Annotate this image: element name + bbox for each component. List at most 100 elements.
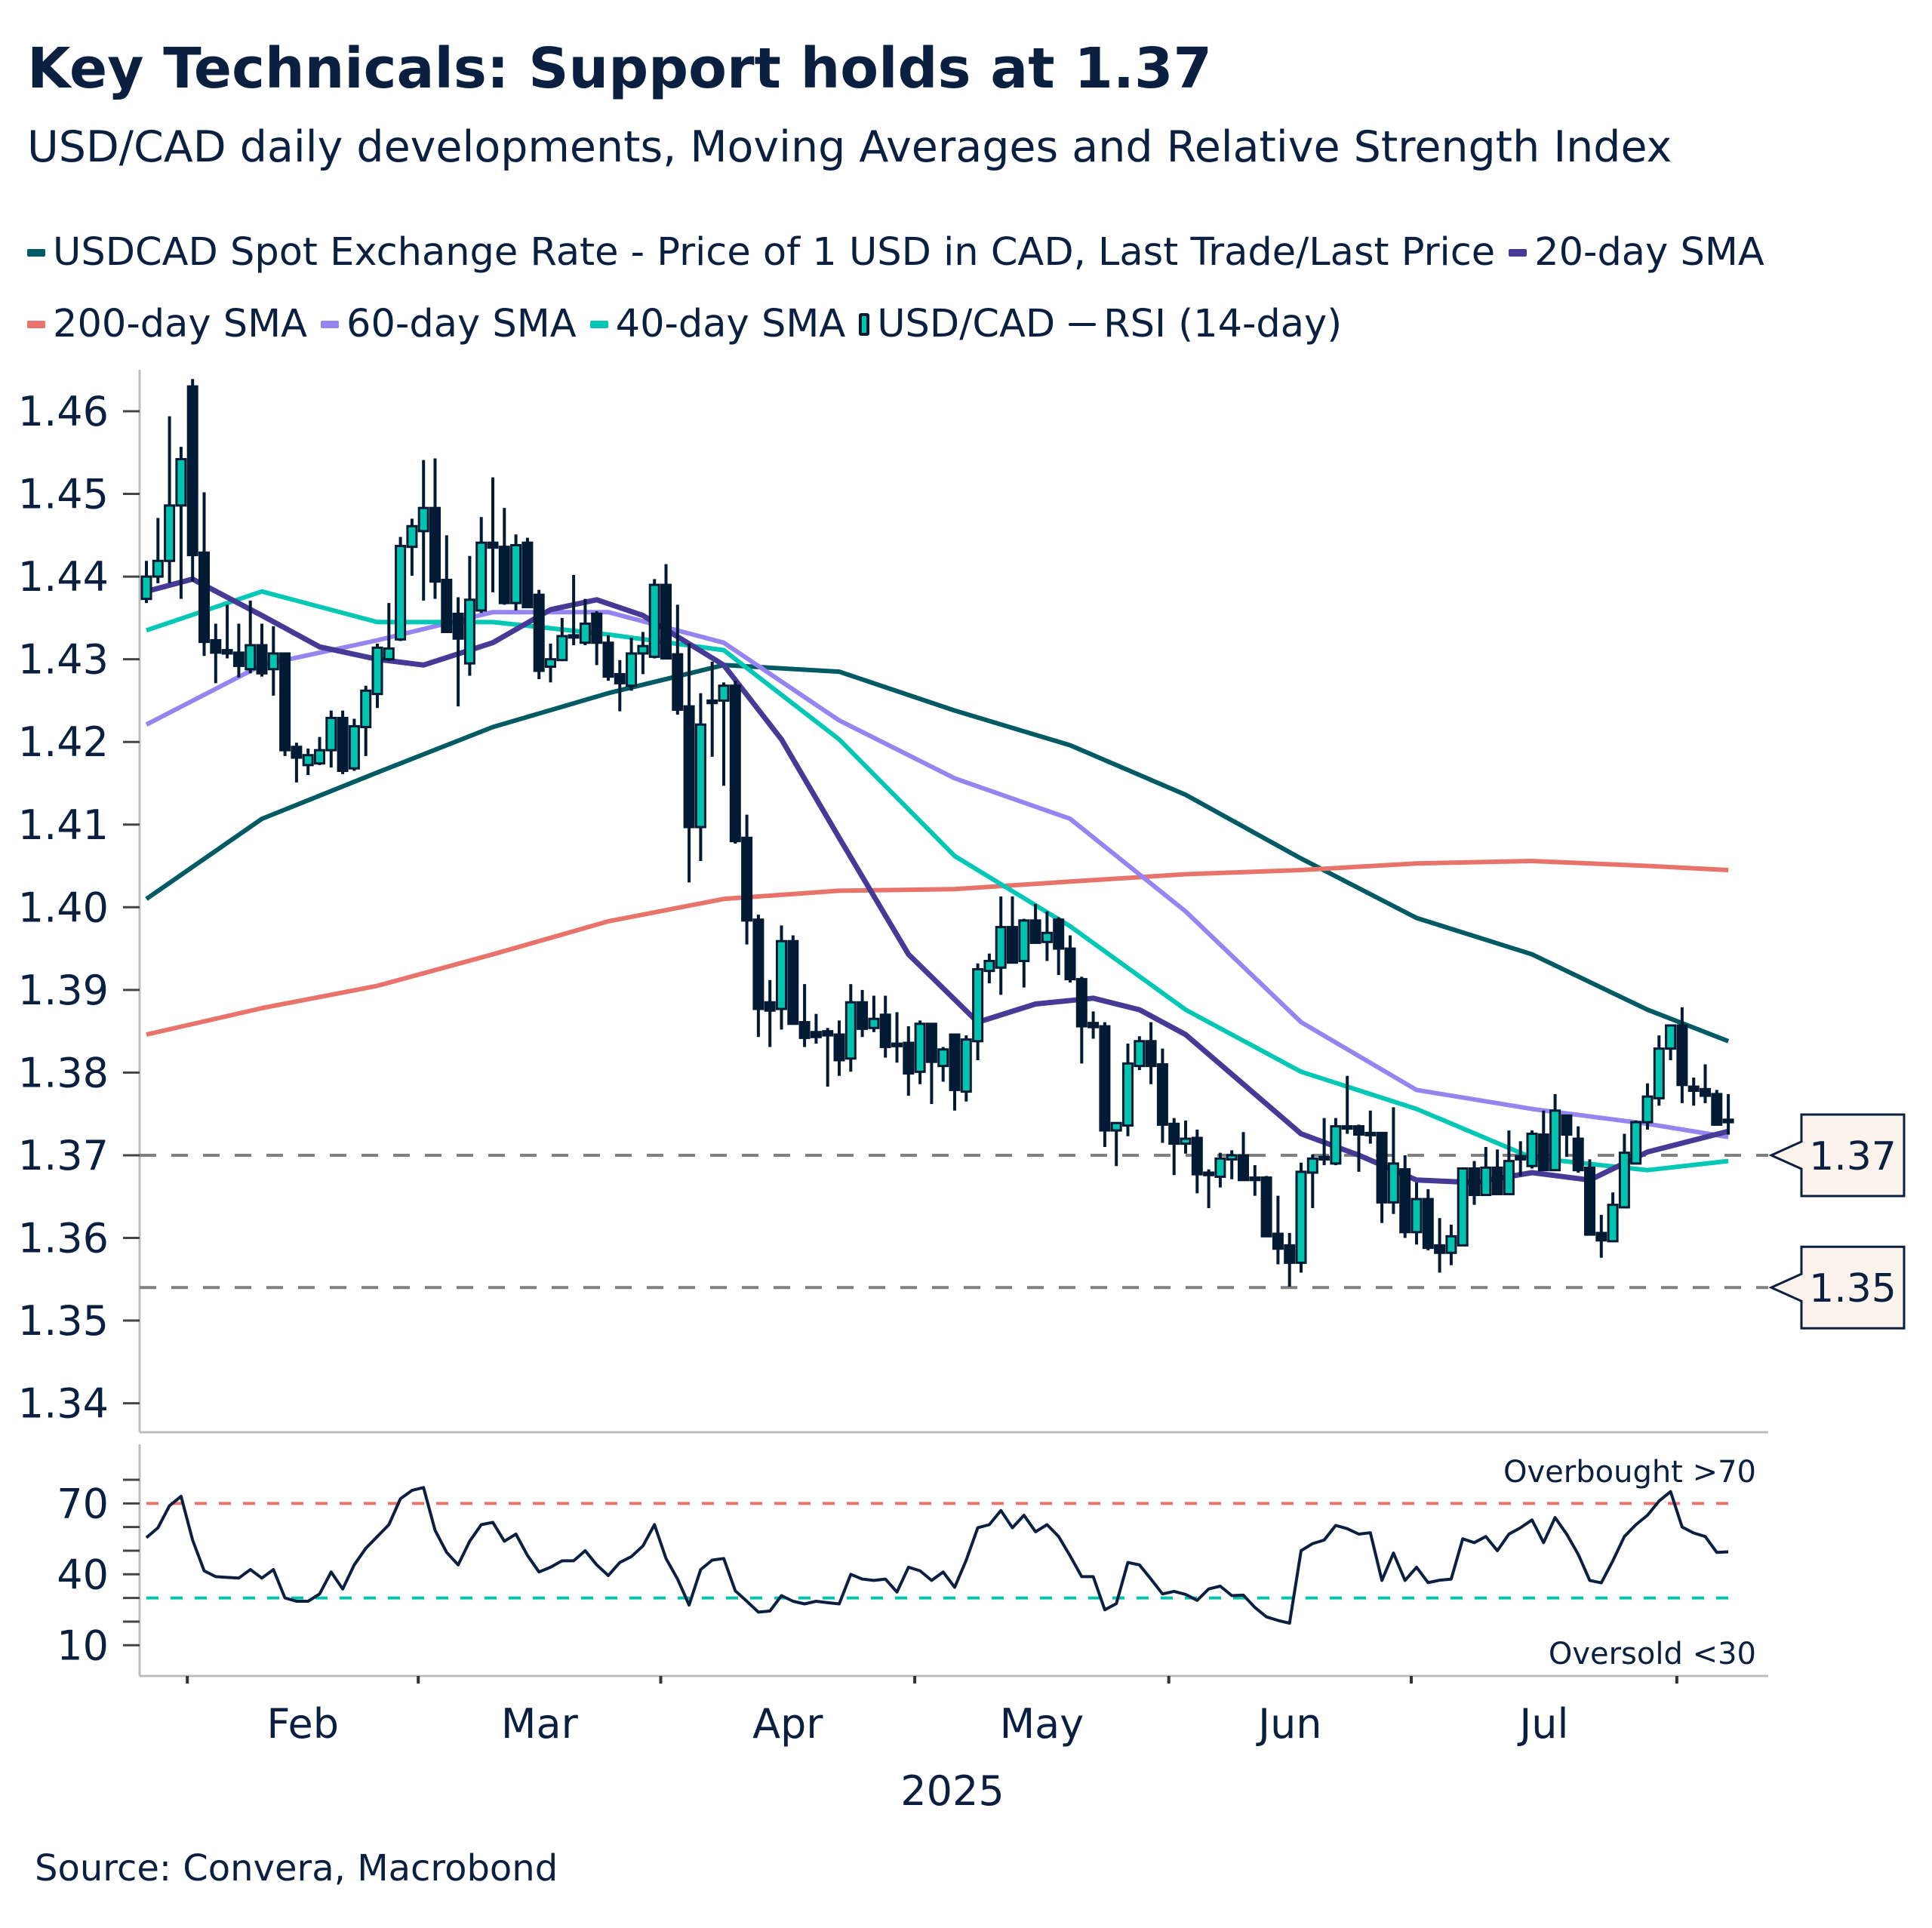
candle (256, 623, 268, 677)
candle (1457, 1167, 1469, 1247)
candle-body (1272, 1232, 1284, 1250)
candle-body (510, 543, 522, 604)
candle (1711, 1090, 1723, 1126)
candle-body (1618, 1152, 1630, 1209)
candle (1053, 917, 1065, 976)
candle-body (879, 1013, 891, 1048)
candle-body (1411, 1198, 1423, 1234)
candle (360, 685, 372, 756)
candle (879, 995, 891, 1058)
candle (983, 953, 995, 984)
candle-body (429, 506, 441, 583)
month-label: Mar (501, 1700, 579, 1748)
candle (140, 561, 152, 604)
candle (1272, 1195, 1284, 1265)
candle (1318, 1118, 1331, 1166)
candle-body (776, 939, 787, 1010)
candle (776, 925, 787, 1030)
candle (348, 718, 360, 771)
candle-body (1676, 1024, 1688, 1087)
candle-body (960, 1038, 972, 1093)
candle (395, 537, 407, 641)
candle-body (1110, 1121, 1122, 1132)
candle-body (1480, 1166, 1492, 1197)
candle (221, 604, 233, 659)
candle (1445, 1224, 1457, 1265)
candle-body (1318, 1155, 1331, 1161)
candle-body (1249, 1176, 1261, 1182)
candle (1041, 911, 1053, 961)
candle (1537, 1110, 1549, 1172)
candle-body (1295, 1170, 1307, 1264)
candle-body (1156, 1062, 1168, 1126)
candle-body (1457, 1167, 1469, 1247)
rsi-line (145, 1486, 1729, 1625)
candle-body (463, 598, 475, 665)
candle (475, 517, 488, 613)
candle (314, 736, 325, 765)
rsi-y-tick-label: 70 (57, 1480, 109, 1527)
candle-body (1711, 1093, 1723, 1126)
price-y-tick-label: 1.43 (18, 636, 109, 684)
candle-body (1018, 919, 1030, 963)
candle-body (1469, 1167, 1480, 1197)
candle (1191, 1129, 1203, 1194)
candle-body (371, 646, 383, 696)
candle-body (706, 699, 718, 705)
candle (787, 935, 799, 1025)
candle (1029, 903, 1041, 944)
candle (1156, 1048, 1168, 1143)
candle-body (487, 541, 499, 549)
candle (383, 603, 395, 661)
candle (1411, 1182, 1423, 1245)
candle (1503, 1130, 1515, 1195)
candle-body (1595, 1232, 1607, 1242)
candle-body (1537, 1133, 1549, 1172)
candle-body (383, 647, 395, 661)
legend-row-1: USDCAD Spot Exchange Rate - Price of 1 U… (27, 230, 1778, 275)
month-label: May (1000, 1700, 1084, 1748)
candle (175, 447, 187, 599)
support-callout-box (1768, 1113, 1906, 1198)
candlestick-icon (859, 312, 870, 336)
candle-body (1007, 926, 1018, 964)
candle-body (475, 541, 488, 612)
candle (198, 492, 210, 657)
candle-body (637, 644, 649, 655)
candle-body (1238, 1154, 1249, 1182)
candle-body (1330, 1125, 1342, 1165)
candle-body (1434, 1244, 1446, 1254)
candle-body (221, 649, 233, 655)
candle (1630, 1120, 1642, 1165)
candle-body (1306, 1157, 1318, 1174)
candle (1376, 1131, 1388, 1223)
legend-item-spot: USDCAD Spot Exchange Rate - Price of 1 U… (27, 230, 1495, 275)
candle-body (245, 644, 257, 671)
candle-body (972, 967, 984, 1043)
candle (510, 534, 522, 611)
candle (1238, 1132, 1249, 1182)
candle-body (1099, 1025, 1111, 1132)
candle-body (729, 684, 741, 843)
support-callout-label: 1.37 (1809, 1134, 1897, 1179)
candle-body (1653, 1047, 1665, 1099)
candle-body (995, 926, 1007, 969)
candle-body (983, 960, 995, 973)
candle (325, 710, 337, 768)
candle-body (891, 1042, 903, 1047)
candle-body (348, 724, 360, 770)
legend-swatch (27, 248, 45, 257)
candle-body (1445, 1235, 1457, 1254)
rsi-y-tick-label: 40 (57, 1551, 109, 1598)
candle (533, 589, 545, 679)
rsi-y-tick-label: 10 (57, 1622, 109, 1669)
candle-body (1191, 1136, 1203, 1176)
candle-body (1630, 1121, 1642, 1165)
candle (741, 814, 753, 945)
price-y-tick-label: 1.35 (18, 1297, 109, 1345)
legend-label: RSI (14-day) (1103, 302, 1343, 346)
price-axes: 1.34 1.35 1.36 1.37 1.38 1.39 1.40 1.41 1.42 1.43… (18, 370, 1768, 1434)
candle-body (533, 593, 545, 672)
candle-body (186, 385, 198, 557)
